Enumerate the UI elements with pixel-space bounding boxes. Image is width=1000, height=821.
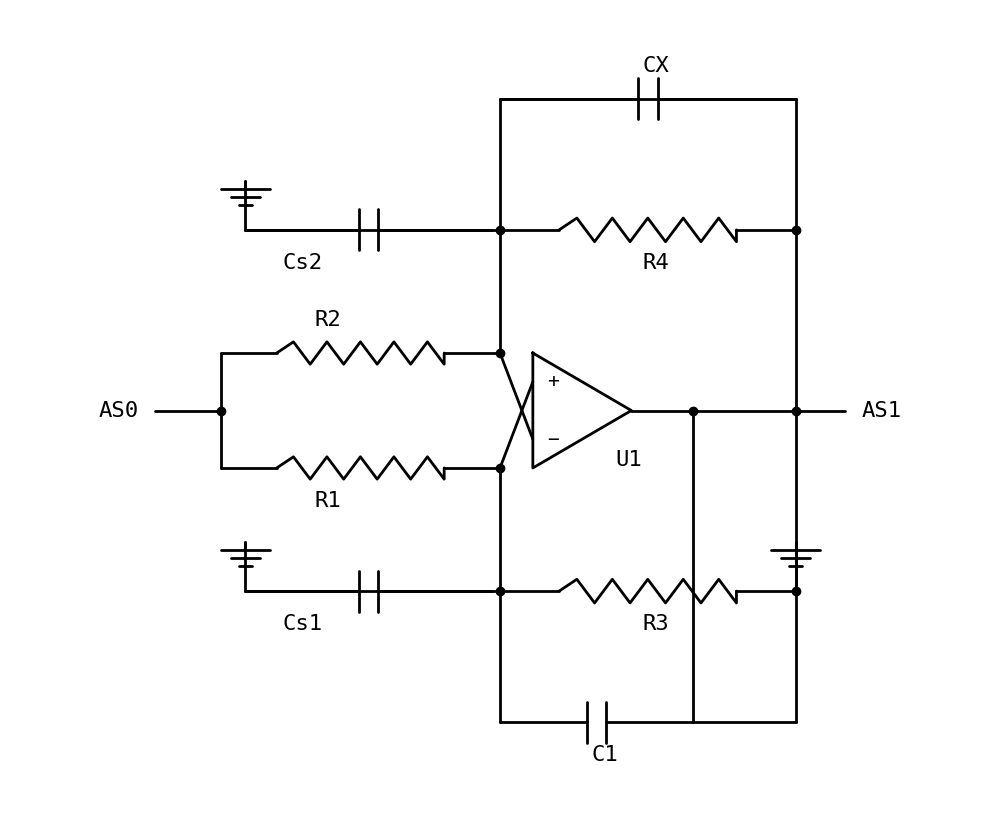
Text: R1: R1 (314, 491, 341, 511)
Text: U1: U1 (615, 450, 642, 470)
Text: +: + (548, 372, 559, 392)
Text: Cs2: Cs2 (283, 253, 323, 273)
Text: R3: R3 (643, 614, 669, 634)
Text: −: − (548, 429, 559, 449)
Text: R2: R2 (314, 310, 341, 330)
Text: Cs1: Cs1 (283, 614, 323, 634)
Text: CX: CX (643, 56, 669, 76)
Text: AS1: AS1 (861, 401, 901, 420)
Text: R4: R4 (643, 253, 669, 273)
Text: C1: C1 (591, 745, 618, 765)
Text: AS0: AS0 (99, 401, 139, 420)
